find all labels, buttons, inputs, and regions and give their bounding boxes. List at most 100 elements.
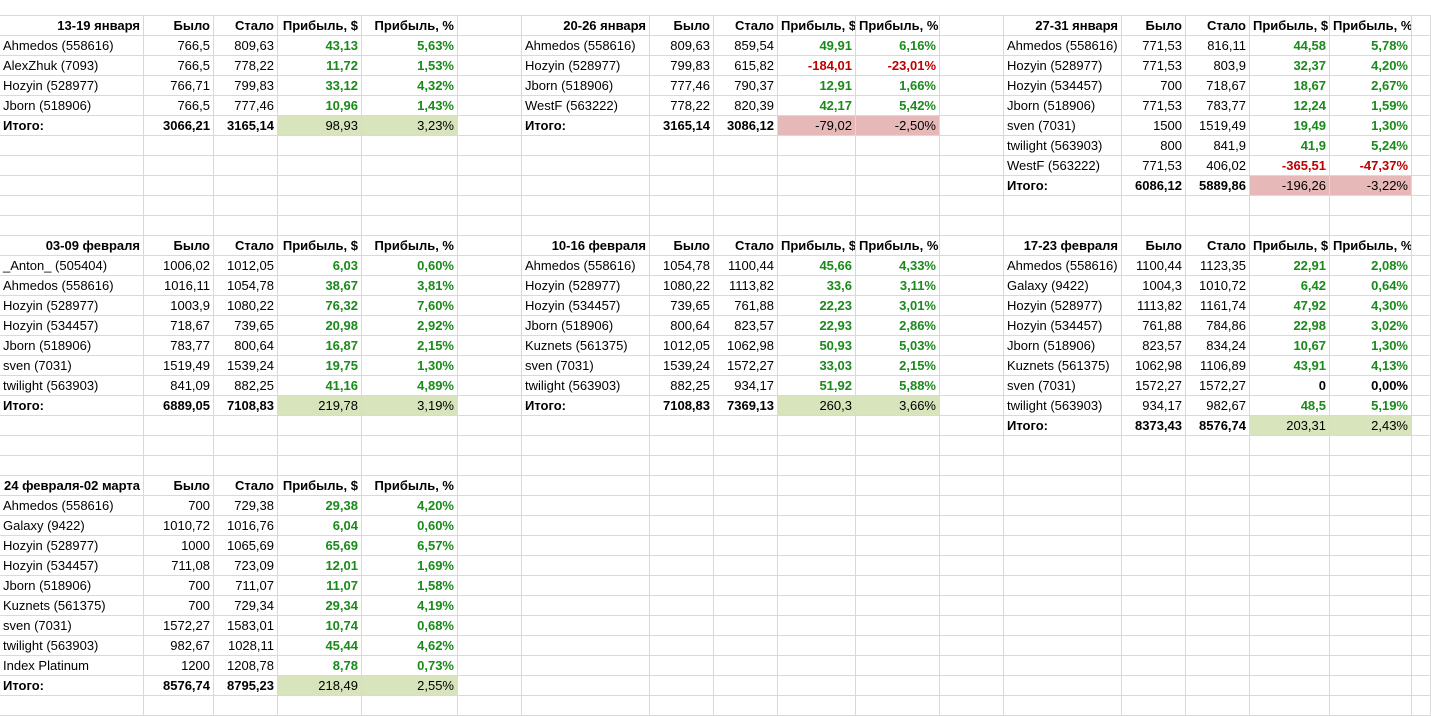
account-name-cell[interactable]: Ahmedos (558616) (1004, 256, 1122, 276)
empty-cell[interactable] (1412, 136, 1431, 156)
empty-cell[interactable] (778, 196, 856, 216)
empty-cell[interactable] (1412, 456, 1431, 476)
empty-cell[interactable] (1004, 676, 1122, 696)
became-cell[interactable]: 809,63 (214, 36, 278, 56)
became-cell[interactable]: 1113,82 (714, 276, 778, 296)
empty-cell[interactable] (458, 476, 522, 496)
was-cell[interactable]: 718,67 (144, 316, 214, 336)
empty-cell[interactable] (714, 476, 778, 496)
account-name-cell[interactable]: Galaxy (9422) (1004, 276, 1122, 296)
profit-pct-cell[interactable]: 5,19% (1330, 396, 1412, 416)
period-header[interactable]: 03-09 февраля (0, 236, 144, 256)
column-header-profit-pct[interactable]: Прибыль, % (362, 236, 458, 256)
account-name-cell[interactable]: Hozyin (528977) (0, 76, 144, 96)
empty-cell[interactable] (778, 436, 856, 456)
empty-cell[interactable] (650, 476, 714, 496)
was-cell[interactable]: 823,57 (1122, 336, 1186, 356)
empty-cell[interactable] (778, 496, 856, 516)
empty-cell[interactable] (1186, 216, 1250, 236)
profit-pct-cell[interactable]: -23,01% (856, 56, 940, 76)
total-profit-usd-cell[interactable]: 218,49 (278, 676, 362, 696)
empty-cell[interactable] (1122, 216, 1186, 236)
empty-cell[interactable] (714, 516, 778, 536)
empty-cell[interactable] (778, 576, 856, 596)
empty-cell[interactable] (1412, 696, 1431, 716)
empty-cell[interactable] (458, 516, 522, 536)
profit-usd-cell[interactable]: 6,42 (1250, 276, 1330, 296)
total-profit-usd-cell[interactable]: 203,31 (1250, 416, 1330, 436)
empty-cell[interactable] (1122, 616, 1186, 636)
empty-cell[interactable] (522, 516, 650, 536)
profit-pct-cell[interactable]: 5,03% (856, 336, 940, 356)
was-cell[interactable]: 841,09 (144, 376, 214, 396)
total-profit-usd-cell[interactable]: 260,3 (778, 396, 856, 416)
empty-cell[interactable] (458, 16, 522, 36)
empty-cell[interactable] (144, 136, 214, 156)
account-name-cell[interactable]: Jborn (518906) (1004, 336, 1122, 356)
empty-cell[interactable] (1004, 436, 1122, 456)
empty-cell[interactable] (856, 476, 940, 496)
empty-cell[interactable] (856, 656, 940, 676)
was-cell[interactable]: 1519,49 (144, 356, 214, 376)
profit-pct-cell[interactable]: 2,15% (362, 336, 458, 356)
account-name-cell[interactable]: sven (7031) (1004, 376, 1122, 396)
total-became-cell[interactable]: 3165,14 (214, 116, 278, 136)
empty-cell[interactable] (1122, 576, 1186, 596)
profit-usd-cell[interactable]: 32,37 (1250, 56, 1330, 76)
total-profit-usd-cell[interactable]: -196,26 (1250, 176, 1330, 196)
total-label-cell[interactable]: Итого: (0, 676, 144, 696)
empty-cell[interactable] (458, 136, 522, 156)
empty-cell[interactable] (1122, 556, 1186, 576)
empty-cell[interactable] (458, 356, 522, 376)
empty-cell[interactable] (778, 616, 856, 636)
empty-cell[interactable] (856, 676, 940, 696)
was-cell[interactable]: 1000 (144, 536, 214, 556)
column-header-profit-usd[interactable]: Прибыль, $ (278, 476, 362, 496)
empty-cell[interactable] (1004, 656, 1122, 676)
became-cell[interactable]: 790,37 (714, 76, 778, 96)
empty-cell[interactable] (1412, 676, 1431, 696)
empty-cell[interactable] (940, 556, 1004, 576)
empty-cell[interactable] (940, 616, 1004, 636)
total-profit-pct-cell[interactable]: 3,19% (362, 396, 458, 416)
empty-cell[interactable] (1250, 616, 1330, 636)
empty-cell[interactable] (362, 416, 458, 436)
empty-cell[interactable] (940, 456, 1004, 476)
empty-cell[interactable] (0, 416, 144, 436)
empty-cell[interactable] (458, 576, 522, 596)
was-cell[interactable]: 700 (144, 576, 214, 596)
profit-usd-cell[interactable]: 49,91 (778, 36, 856, 56)
became-cell[interactable]: 820,39 (714, 96, 778, 116)
account-name-cell[interactable]: sven (7031) (522, 356, 650, 376)
empty-cell[interactable] (714, 196, 778, 216)
profit-pct-cell[interactable]: 1,30% (1330, 336, 1412, 356)
was-cell[interactable]: 1062,98 (1122, 356, 1186, 376)
empty-cell[interactable] (214, 136, 278, 156)
account-name-cell[interactable]: Jborn (518906) (0, 96, 144, 116)
account-name-cell[interactable]: Kuznets (561375) (0, 596, 144, 616)
total-profit-usd-cell[interactable]: -79,02 (778, 116, 856, 136)
became-cell[interactable]: 1100,44 (714, 256, 778, 276)
empty-cell[interactable] (714, 536, 778, 556)
profit-usd-cell[interactable]: 22,91 (1250, 256, 1330, 276)
empty-cell[interactable] (1122, 476, 1186, 496)
period-header[interactable]: 17-23 февраля (1004, 236, 1122, 256)
empty-cell[interactable] (650, 156, 714, 176)
empty-cell[interactable] (1186, 576, 1250, 596)
profit-pct-cell[interactable]: 6,57% (362, 536, 458, 556)
profit-usd-cell[interactable]: -365,51 (1250, 156, 1330, 176)
empty-cell[interactable] (1412, 176, 1431, 196)
empty-cell[interactable] (778, 656, 856, 676)
profit-pct-cell[interactable]: 0,60% (362, 516, 458, 536)
account-name-cell[interactable]: Hozyin (534457) (1004, 76, 1122, 96)
profit-pct-cell[interactable]: 4,62% (362, 636, 458, 656)
empty-cell[interactable] (940, 176, 1004, 196)
profit-usd-cell[interactable]: 18,67 (1250, 76, 1330, 96)
profit-pct-cell[interactable]: 3,81% (362, 276, 458, 296)
became-cell[interactable]: 1539,24 (214, 356, 278, 376)
total-label-cell[interactable]: Итого: (0, 116, 144, 136)
account-name-cell[interactable]: _Anton_ (505404) (0, 256, 144, 276)
profit-pct-cell[interactable]: 1,43% (362, 96, 458, 116)
empty-cell[interactable] (714, 456, 778, 476)
became-cell[interactable]: 799,83 (214, 76, 278, 96)
